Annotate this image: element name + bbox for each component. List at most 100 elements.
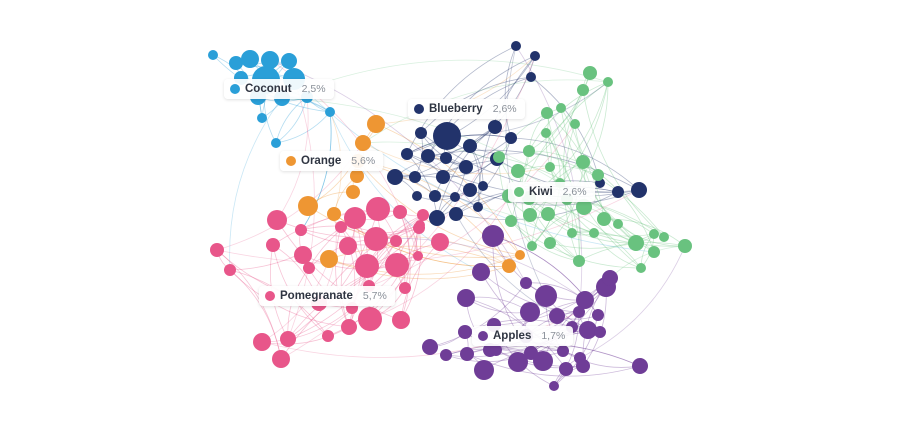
apples-edge [480, 271, 580, 313]
pomegranate-node [392, 311, 410, 329]
blueberry-node [526, 72, 536, 82]
inter-cluster-edge [329, 111, 482, 273]
pomegranate-node [253, 333, 271, 351]
apples-node [576, 291, 594, 309]
blueberry-edge [427, 149, 640, 191]
kiwi-node [493, 151, 505, 163]
apples-node [520, 302, 540, 322]
kiwi-edge [510, 220, 642, 269]
coconut-node [325, 107, 335, 117]
apples-node [592, 309, 604, 321]
blueberry-node [412, 191, 422, 201]
pomegranate-edge [229, 226, 342, 271]
apples-dot-icon [478, 331, 488, 341]
blueberry-edge [455, 137, 512, 215]
kiwi-node [541, 107, 553, 119]
kiwi-edge [528, 72, 591, 152]
coconut-edge [275, 111, 331, 144]
pomegranate-node [295, 224, 307, 236]
pomegranate-node [399, 282, 411, 294]
kiwi-edge [498, 107, 562, 158]
kiwi-edge [582, 161, 655, 253]
apples-node [508, 352, 528, 372]
blueberry-node [488, 120, 502, 134]
kiwi-node [544, 237, 556, 249]
pomegranate-node [224, 264, 236, 276]
pomegranate-edge [229, 269, 350, 328]
blueberry-node [463, 183, 477, 197]
apples-node [559, 362, 573, 376]
kiwi-edge [549, 233, 655, 249]
apples-name: Apples [493, 330, 532, 342]
blueberry-node [415, 127, 427, 139]
pomegranate-label: Pomegranate 5,7% [259, 286, 395, 306]
kiwi-node [589, 228, 599, 238]
kiwi-edge [510, 220, 580, 262]
apples-edge [542, 286, 607, 362]
apples-edge [465, 297, 567, 370]
apples-node [490, 344, 502, 356]
pomegranate-node [303, 262, 315, 274]
apples-node [440, 349, 452, 361]
blueberry-node [429, 190, 441, 202]
apples-node [573, 306, 585, 318]
pomegranate-edge [335, 226, 350, 328]
pomegranate-node [210, 243, 224, 257]
coconut-name: Coconut [245, 83, 292, 95]
pomegranate-dot-icon [265, 291, 275, 301]
blueberry-name: Blueberry [429, 103, 483, 115]
pomegranate-node [272, 350, 290, 368]
apples-node [458, 325, 472, 339]
blueberry-node [631, 182, 647, 198]
apples-node [579, 321, 597, 339]
apples-edge [429, 282, 527, 348]
kiwi-node [573, 255, 585, 267]
pomegranate-node [417, 209, 429, 221]
pomegranate-node [339, 237, 357, 255]
pomegranate-edge [399, 211, 410, 289]
blueberry-node [409, 171, 421, 183]
pomegranate-node [390, 235, 402, 247]
blueberry-node [530, 51, 540, 61]
orange-node [298, 196, 318, 216]
kiwi-node [545, 162, 555, 172]
kiwi-node [576, 199, 592, 215]
kiwi-node [597, 212, 611, 226]
apples-node [632, 358, 648, 374]
coconut-percent: 2,5% [301, 83, 326, 95]
blueberry-percent: 2,6% [492, 103, 517, 115]
inter-cluster-edge [505, 45, 547, 297]
apples-node [594, 326, 606, 338]
kiwi-percent: 2,6% [562, 186, 587, 198]
pomegranate-node [364, 227, 388, 251]
inter-cluster-edge [477, 206, 580, 262]
inter-cluster-edge [362, 142, 551, 175]
pomegranate-node [344, 207, 366, 229]
kiwi-edge [582, 161, 637, 244]
blueberry-node [387, 169, 403, 185]
kiwi-node [659, 232, 669, 242]
inter-cluster-edge [261, 258, 330, 343]
pomegranate-edge [276, 219, 420, 238]
blueberry-node [505, 132, 517, 144]
coconut-node [257, 113, 267, 123]
kiwi-edge [571, 231, 655, 253]
apples-node [472, 263, 490, 281]
pomegranate-edge [400, 241, 441, 321]
kiwi-node [577, 84, 589, 96]
pomegranate-edge [261, 326, 350, 345]
orange-name: Orange [301, 155, 342, 167]
kiwi-node [541, 207, 555, 221]
orange-node [502, 259, 516, 273]
coconut-dot-icon [230, 84, 240, 94]
orange-node [515, 250, 525, 260]
blueberry-node [449, 207, 463, 221]
kiwi-label: Kiwi 2,6% [508, 182, 595, 202]
kiwi-node [527, 241, 537, 251]
blueberry-dot-icon [414, 104, 424, 114]
apples-node [549, 308, 565, 324]
apples-label: Apples 1,7% [472, 326, 574, 346]
apples-node [533, 351, 553, 371]
apples-node [422, 339, 438, 355]
apples-node [460, 347, 474, 361]
